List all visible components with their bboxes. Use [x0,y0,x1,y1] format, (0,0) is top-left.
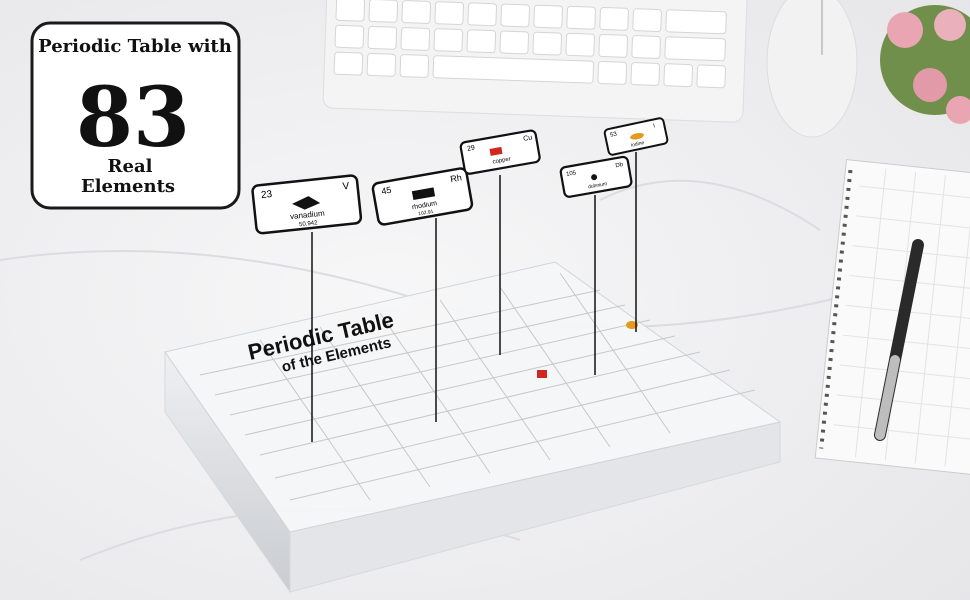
notebook [814,159,970,477]
badge-number: 83 [76,70,190,166]
element-tile: 45 Rh rhodium 102.91 [371,167,474,226]
tile-name: iodine [631,140,646,149]
tile-name: copper [492,156,511,165]
tile-name: dubnium [588,181,608,190]
plant [880,5,970,124]
badge-line3: Elements [81,176,175,197]
tile-mass: 50.942 [299,220,319,228]
badge-line1: Periodic Table with [38,36,232,57]
keyboard [322,0,748,123]
tile-symbol: Cu [523,134,533,142]
mouse [766,0,858,138]
element-tile: 29 Cu copper [459,129,541,175]
element-tile: 53 I iodine [603,117,669,156]
element-tile: 105 Db dubnium [559,155,633,198]
acrylic-block: Periodic Table of the Elements [164,261,782,594]
badge: Periodic Table with 83 Real Elements [30,21,241,210]
pen [874,239,924,441]
tile-name: vanadium [290,209,326,222]
tile-symbol: V [342,181,350,193]
badge-line2: Real [108,156,153,177]
tile-number: 105 [566,170,578,178]
tile-number: 23 [260,189,273,201]
tile-mass: 102.91 [418,209,434,218]
tile-symbol: Db [615,162,624,169]
tile-number: 29 [467,145,476,153]
element-tile: 23 V vanadium 50.942 [251,174,363,235]
tile-name: rhodium [412,200,438,211]
tile-symbol: I [653,123,656,129]
tile-symbol: Rh [450,172,463,184]
tile-number: 53 [610,131,618,138]
callout-lines [311,152,637,442]
tile-number: 45 [381,185,393,197]
